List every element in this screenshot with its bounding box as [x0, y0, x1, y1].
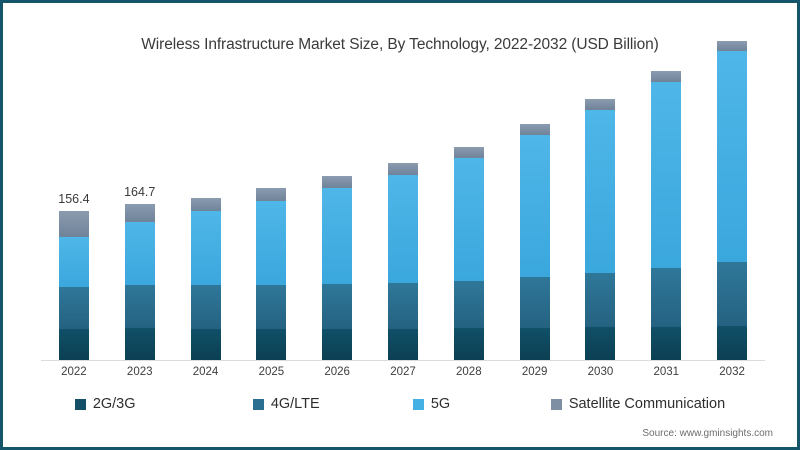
legend-item-satellite-communication[interactable]: Satellite Communication — [550, 396, 726, 412]
legend-label: 5G — [430, 396, 451, 412]
bar-segment-4g-lte[interactable] — [124, 285, 155, 329]
bar-segment-2g-3g[interactable] — [717, 326, 748, 360]
bar-group[interactable] — [519, 123, 550, 360]
bar-segment-5g[interactable] — [453, 158, 484, 281]
x-axis-tick-2026: 2026 — [324, 366, 350, 378]
x-axis-tick-2030: 2030 — [587, 366, 614, 378]
bar-segment-5g[interactable] — [322, 188, 353, 285]
x-axis-tick-2027: 2027 — [390, 366, 416, 378]
bar-segment-satellite-communication[interactable] — [717, 40, 748, 51]
bar-segment-4g-lte[interactable] — [717, 261, 748, 327]
bar-segment-4g-lte[interactable] — [651, 267, 682, 327]
bar-group[interactable] — [58, 211, 89, 360]
bar-segment-4g-lte[interactable] — [388, 283, 418, 329]
legend-label: 4G/LTE — [270, 396, 320, 412]
legend-swatch-icon — [74, 398, 86, 410]
bar-segment-satellite-communication[interactable] — [585, 98, 616, 110]
x-axis-labels: 2022 2023 2024 2025 2026 2027 2028 2029 2030 2031… — [41, 366, 765, 386]
bar-segment-5g[interactable] — [388, 174, 418, 284]
legend-swatch-icon — [412, 398, 424, 410]
bar-group[interactable] — [388, 162, 418, 360]
bar-segment-satellite-communication[interactable] — [256, 188, 287, 202]
legend-swatch-icon — [252, 398, 264, 410]
bar-segment-5g[interactable] — [124, 221, 155, 286]
bar-segment-2g-3g[interactable] — [322, 328, 353, 360]
bar-segment-satellite-communication[interactable] — [58, 211, 89, 238]
bar-value-label: 164.7 — [124, 184, 156, 199]
bar-segment-2g-3g[interactable] — [453, 328, 484, 360]
bar-segment-4g-lte[interactable] — [256, 284, 287, 329]
bar-segment-4g-lte[interactable] — [519, 277, 550, 328]
x-axis-tick-2023: 2023 — [126, 366, 153, 378]
bar-group[interactable] — [124, 203, 155, 360]
bar-segment-2g-3g[interactable] — [388, 328, 418, 360]
bar-segment-5g[interactable] — [717, 50, 748, 262]
bar-segment-2g-3g[interactable] — [519, 327, 550, 360]
source-note: Source: www.gminsights.com — [642, 428, 773, 439]
bar-segment-satellite-communication[interactable] — [388, 162, 418, 175]
bar-segment-4g-lte[interactable] — [58, 286, 89, 329]
x-axis-tick-2028: 2028 — [456, 366, 482, 378]
bar-segment-5g[interactable] — [58, 237, 89, 287]
bar-segment-4g-lte[interactable] — [453, 280, 484, 329]
bar-segment-5g[interactable] — [519, 134, 550, 278]
bar-segment-2g-3g[interactable] — [585, 327, 616, 360]
bar-group[interactable] — [256, 188, 287, 360]
chart-title: Wireless Infrastructure Market Size, By … — [141, 36, 659, 53]
legend-swatch-icon — [550, 398, 562, 410]
bar-segment-2g-3g[interactable] — [190, 328, 221, 360]
bar-segment-satellite-communication[interactable] — [651, 71, 682, 82]
chart-legend: 2G/3G 4G/LTE 5G Satellite Communication — [3, 396, 797, 412]
bar-group[interactable] — [453, 146, 484, 360]
bar-segment-2g-3g[interactable] — [124, 328, 155, 360]
x-axis-tick-2022: 2022 — [61, 366, 87, 378]
bar-segment-satellite-communication[interactable] — [519, 123, 550, 135]
bar-segment-satellite-communication[interactable] — [453, 146, 484, 159]
bar-group[interactable] — [190, 197, 221, 360]
bar-segment-2g-3g[interactable] — [651, 326, 682, 360]
bar-segment-5g[interactable] — [651, 81, 682, 268]
bar-segment-2g-3g[interactable] — [58, 328, 89, 360]
legend-label: 2G/3G — [92, 396, 136, 412]
x-axis-tick-2024: 2024 — [192, 366, 219, 378]
legend-item-5g[interactable]: 5G — [412, 396, 551, 412]
bar-segment-satellite-communication[interactable] — [190, 197, 221, 212]
bar-group[interactable] — [322, 175, 353, 360]
bar-segment-2g-3g[interactable] — [256, 328, 287, 360]
bar-segment-5g[interactable] — [190, 211, 221, 286]
bar-group[interactable] — [651, 71, 682, 360]
bar-segment-4g-lte[interactable] — [585, 273, 616, 328]
x-axis-tick-2032: 2032 — [719, 366, 745, 378]
x-axis-tick-2031: 2031 — [653, 366, 680, 378]
bar-group[interactable] — [585, 98, 616, 360]
bar-segment-5g[interactable] — [585, 109, 616, 274]
bar-group[interactable] — [717, 40, 748, 360]
bar-value-label: 156.4 — [58, 192, 90, 207]
bar-segment-4g-lte[interactable] — [322, 284, 353, 329]
x-axis-line — [41, 360, 765, 361]
legend-label: Satellite Communication — [568, 396, 726, 412]
bar-segment-5g[interactable] — [256, 201, 287, 285]
bar-segment-satellite-communication[interactable] — [322, 175, 353, 189]
legend-item-2g-3g[interactable]: 2G/3G — [74, 396, 253, 412]
bar-segment-4g-lte[interactable] — [190, 285, 221, 329]
plot-area: 156.4 164.7 — [41, 40, 765, 360]
bar-segment-satellite-communication[interactable] — [124, 203, 155, 222]
x-axis-tick-2029: 2029 — [521, 366, 548, 378]
legend-item-4g-lte[interactable]: 4G/LTE — [252, 396, 413, 412]
x-axis-tick-2025: 2025 — [258, 366, 285, 378]
